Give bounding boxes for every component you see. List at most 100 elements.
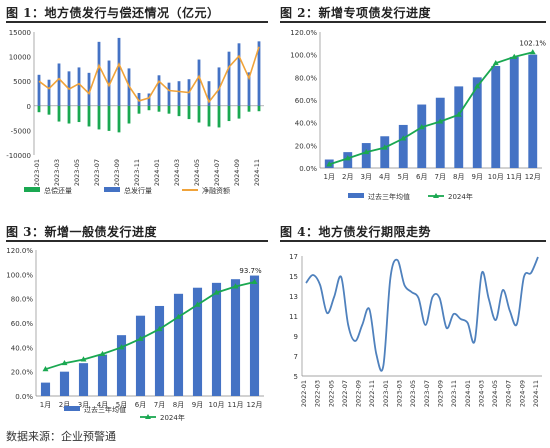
y-tick-label: -5000 — [11, 127, 31, 135]
data-label: 93.7% — [239, 267, 262, 275]
progress-2024-point — [175, 313, 182, 319]
legend-label: 净融资额 — [202, 186, 230, 195]
x-tick-label: 12月 — [247, 401, 263, 409]
avg-progress-bar — [472, 77, 482, 168]
x-tick-label: 1月 — [324, 173, 335, 181]
x-tick-label: 2024-09 — [233, 159, 241, 186]
x-tick-label: 2024-07 — [213, 159, 221, 186]
x-tick-label: 2022-09 — [355, 380, 363, 407]
repayment-bar — [187, 105, 191, 120]
x-tick-label: 11月 — [506, 173, 522, 181]
y-tick-label: 13 — [289, 293, 298, 301]
x-tick-label: 5月 — [116, 401, 127, 409]
x-tick-label: 12月 — [525, 173, 541, 181]
repayment-bar — [257, 105, 261, 112]
y-tick-label: 0.0% — [15, 393, 33, 401]
chart4-bond-maturity-trend: 5 7 9 11 13 15 17 2022-01 2022-03 2022-05 2022-07 2… — [289, 253, 542, 407]
x-tick-label: 2023-03 — [396, 380, 404, 407]
issuance-bar — [207, 81, 211, 106]
progress-2024-point — [418, 124, 425, 130]
repayment-bar — [97, 105, 101, 130]
repayment-bar — [177, 105, 181, 117]
avg-progress-bar — [154, 305, 165, 396]
y-tick-label: 120.0% — [290, 29, 317, 37]
x-tick-label: 3月 — [361, 173, 372, 181]
x-tick-label: 8月 — [173, 401, 184, 409]
x-tick-label: 2024-05 — [491, 380, 499, 407]
repayment-bar — [167, 105, 171, 114]
y-tick-label: 40.0% — [11, 344, 34, 352]
y-tick-label: 20.0% — [11, 369, 34, 377]
progress-2024-point — [437, 118, 444, 124]
x-tick-label: 2024-03 — [477, 380, 485, 407]
issuance-bar — [147, 93, 151, 106]
issuance-bar — [227, 51, 231, 106]
issuance-bar — [107, 60, 111, 106]
repayment-bar — [127, 105, 131, 124]
y-tick-label: 20.0% — [295, 142, 318, 150]
avg-progress-bar — [40, 382, 51, 396]
x-tick-label: 7月 — [435, 173, 446, 181]
net-financing-line — [38, 46, 260, 104]
x-tick-label: 11月 — [228, 401, 244, 409]
x-tick-label: 5月 — [398, 173, 409, 181]
x-tick-label: 2023-07 — [93, 159, 101, 186]
x-tick-label: 8月 — [453, 173, 464, 181]
x-tick-label: 9月 — [192, 401, 203, 409]
progress-2024-line — [45, 281, 255, 371]
y-tick-label: 60.0% — [295, 97, 318, 105]
y-tick-label: 100.0% — [6, 271, 33, 279]
avg-progress-bar — [528, 54, 538, 168]
progress-2024-point — [42, 366, 49, 372]
y-tick-label: 80.0% — [295, 74, 318, 82]
x-tick-label: 2024-01 — [153, 159, 161, 186]
chart1-title-rule — [6, 21, 268, 23]
issuance-bar — [57, 63, 61, 106]
issuance-bar — [117, 37, 121, 106]
progress-2024-point — [251, 278, 258, 284]
repayment-bar — [67, 105, 71, 124]
avg-progress-bar — [135, 315, 146, 396]
y-tick-label: 17 — [289, 253, 298, 261]
legend-swatch — [64, 406, 80, 411]
y-tick-label: 40.0% — [295, 120, 318, 128]
x-tick-label: 2024-05 — [193, 159, 201, 186]
avg-progress-bar — [417, 104, 427, 168]
avg-progress-bar — [509, 56, 519, 168]
y-tick-label: 60.0% — [11, 320, 34, 328]
repayment-bar — [47, 105, 51, 115]
x-tick-label: 2023-05 — [73, 159, 81, 186]
avg-progress-bar — [59, 371, 70, 396]
x-tick-label: 2022-07 — [341, 380, 349, 407]
issuance-bar — [237, 43, 241, 106]
avg-progress-bar — [361, 143, 371, 168]
repayment-bar — [57, 105, 61, 122]
maturity-trend-line — [305, 256, 539, 372]
y-tick-label: 0 — [27, 103, 31, 111]
progress-2024-point — [400, 135, 407, 141]
avg-progress-bar — [97, 354, 108, 396]
avg-progress-bar — [78, 363, 89, 396]
issuance-bar — [177, 81, 181, 106]
legend-label: 总偿还量 — [44, 186, 72, 195]
progress-2024-point — [455, 111, 462, 117]
progress-2024-point — [194, 301, 201, 307]
x-tick-label: 2022-05 — [327, 380, 335, 407]
repayment-bar — [77, 105, 81, 123]
x-tick-label: 2月 — [59, 401, 70, 409]
x-tick-label: 1月 — [40, 401, 51, 409]
y-tick-label: 100.0% — [290, 52, 317, 60]
issuance-bar — [167, 82, 171, 106]
legend-marker — [433, 193, 439, 198]
issuance-bar — [137, 93, 141, 106]
repayment-bar — [147, 105, 151, 111]
x-tick-label: 2024-11 — [532, 380, 540, 407]
chart3-general-bond-progress: 0.0% 20.0% 40.0% 60.0% 80.0% 100.0% 120.0% 1月 2月… — [6, 247, 264, 422]
y-tick-label: 5000 — [13, 78, 31, 86]
legend-label: 总发行量 — [124, 186, 152, 195]
progress-2024-line — [329, 51, 534, 166]
x-tick-label: 2023-11 — [133, 159, 141, 186]
y-tick-label: 15000 — [9, 29, 31, 37]
issuance-bar — [197, 59, 201, 106]
